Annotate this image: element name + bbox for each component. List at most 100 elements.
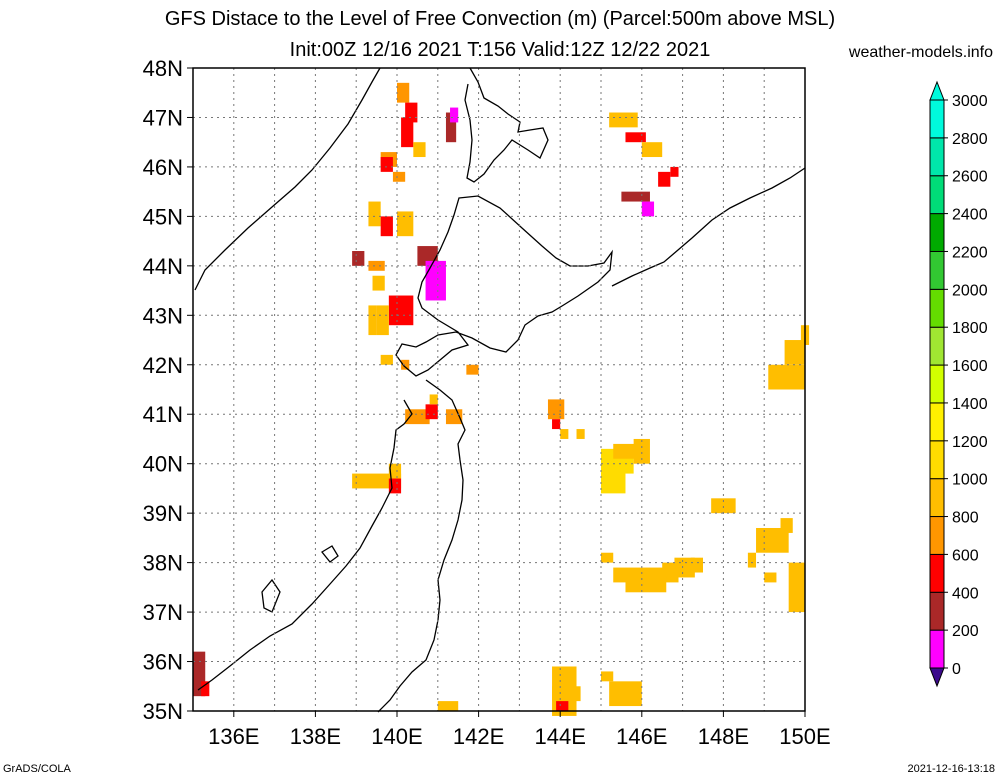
lat-tick-label: 46N: [143, 155, 183, 180]
convection-cell: [388, 295, 414, 326]
legend-label: 1000: [952, 472, 988, 489]
convection-cell: [621, 191, 650, 202]
convection-cell: [397, 82, 410, 103]
legend-swatch: [929, 553, 945, 593]
legend-min-arrow: [929, 667, 945, 688]
latitude-axis: 35N 36N 37N 38N 39N 40N 41N 42N 43N 44N 45N 46N 47N 4…: [143, 56, 193, 724]
lat-tick-label: 38N: [143, 551, 183, 576]
legend-swatch: [929, 629, 945, 669]
lat-tick-label: 36N: [143, 650, 183, 675]
generated-timestamp: 2021-12-16-13:18: [907, 763, 995, 775]
legend-max-arrow: [929, 80, 945, 101]
hokkaido-coast: [395, 195, 613, 377]
legend-swatch: [929, 478, 945, 518]
convection-cell: [556, 701, 569, 711]
legend-label: 3000: [952, 93, 988, 110]
convection-cell: [401, 359, 410, 370]
legend-label: 2600: [952, 169, 988, 186]
convection-cell: [368, 201, 381, 227]
convection-cell: [445, 112, 457, 143]
map-frame: [192, 67, 806, 712]
convection-cell: [576, 429, 585, 439]
convection-cell: [780, 518, 793, 533]
convection-cell: [784, 340, 805, 365]
legend-label: 600: [952, 547, 979, 564]
lat-tick-label: 39N: [143, 501, 183, 526]
lat-tick-label: 42N: [143, 353, 183, 378]
sakhalin-coast: [464, 67, 549, 183]
grads-credit: GrADS/COLA: [3, 763, 71, 775]
legend-label: 2000: [952, 282, 988, 299]
legend-swatch: [929, 402, 945, 442]
lat-tick-label: 41N: [143, 402, 183, 427]
convection-cell: [368, 305, 377, 336]
lon-tick-label: 140E: [371, 724, 422, 749]
convection-cell: [560, 429, 569, 439]
lon-tick-label: 138E: [290, 724, 341, 749]
legend-swatch: [929, 250, 945, 290]
convection-cell: [352, 251, 365, 266]
convection-cell: [413, 142, 426, 158]
convection-cell: [429, 394, 438, 405]
convection-cell: [788, 562, 805, 613]
lat-tick-label: 44N: [143, 254, 183, 279]
legend-swatch: [929, 99, 945, 139]
lat-tick-label: 37N: [143, 600, 183, 625]
honshu-coast: [377, 379, 466, 713]
convection-cell: [601, 552, 614, 563]
color-legend: 0 200 400 600 800 1000 1200 1400 1600 1800 2000 220…: [929, 80, 988, 688]
convection-cell: [372, 275, 385, 291]
noto-peninsula: [261, 578, 281, 613]
legend-label: 400: [952, 585, 979, 602]
legend-swatch: [929, 440, 945, 480]
honshu-west-coast: [197, 399, 413, 691]
lat-tick-label: 47N: [143, 105, 183, 130]
longitude-axis: 136E 138E 140E 142E 144E 146E 148E 150E: [208, 711, 831, 749]
convection-cell: [405, 102, 418, 123]
convection-cell: [670, 166, 679, 177]
lat-tick-label: 48N: [143, 56, 183, 81]
sado-island: [321, 545, 339, 563]
convection-cell: [609, 681, 642, 707]
convection-cell: [768, 364, 805, 390]
lon-tick-label: 146E: [616, 724, 667, 749]
lon-tick-label: 142E: [453, 724, 504, 749]
lat-tick-label: 35N: [143, 699, 183, 724]
legend-label: 2200: [952, 244, 988, 261]
legend-label: 1200: [952, 434, 988, 451]
site-credit: weather-models.info: [848, 44, 993, 61]
convection-cell: [552, 686, 581, 702]
convection-cell: [450, 107, 459, 123]
lon-tick-label: 144E: [535, 724, 586, 749]
convection-cell: [466, 364, 479, 375]
lon-tick-label: 136E: [208, 724, 259, 749]
legend-swatch: [929, 137, 945, 177]
convection-cell: [625, 132, 646, 143]
legend-swatch: [929, 175, 945, 215]
legend-swatch: [929, 516, 945, 555]
lat-tick-label: 40N: [143, 452, 183, 477]
convection-cell: [552, 419, 561, 430]
convection-cell: [401, 117, 414, 148]
convection-cell: [392, 171, 406, 182]
legend-label: 1800: [952, 320, 988, 337]
legend-label: 200: [952, 623, 979, 640]
convection-cell: [368, 260, 385, 271]
legend-swatch: [929, 213, 945, 252]
legend-swatch: [929, 288, 945, 328]
convection-cell: [641, 201, 655, 217]
legend-swatch: [929, 326, 945, 366]
legend-swatch: [929, 364, 945, 404]
convection-cell: [201, 681, 210, 697]
convection-cell: [425, 404, 438, 420]
convection-cell: [380, 216, 393, 237]
convection-cell: [711, 498, 736, 514]
convection-cell: [609, 112, 638, 128]
convection-cell: [425, 260, 446, 301]
convection-cell: [633, 438, 650, 464]
convection-cell: [601, 671, 614, 682]
lat-tick-label: 43N: [143, 303, 183, 328]
convection-cell: [674, 557, 695, 573]
lat-lon-grid: [193, 68, 805, 711]
